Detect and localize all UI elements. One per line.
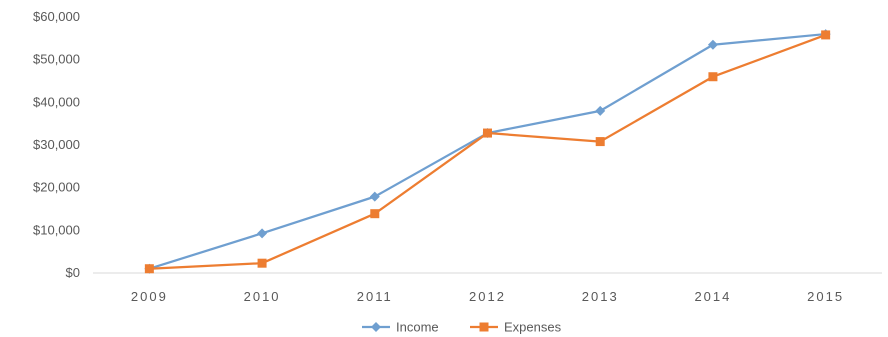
income-point	[707, 39, 718, 50]
expenses-point	[595, 137, 605, 147]
legend-marker	[479, 322, 489, 332]
series-expenses	[144, 30, 831, 274]
x-tick-label: 2012	[469, 289, 506, 304]
income-point	[369, 191, 380, 202]
x-tick-label: 2014	[694, 289, 731, 304]
expenses-point	[821, 30, 831, 40]
y-tick-label: $60,000	[33, 9, 80, 24]
y-tick-label: $0	[66, 265, 80, 280]
expenses-line	[149, 33, 827, 270]
income-point	[257, 228, 268, 239]
chart-legend: Income Expenses	[362, 320, 562, 335]
y-tick-label: $30,000	[33, 137, 80, 152]
income-line	[149, 32, 826, 270]
y-tick-label: $40,000	[33, 94, 80, 109]
x-tick-label: 2015	[807, 289, 844, 304]
y-tick-label: $20,000	[33, 180, 80, 195]
expenses-point	[144, 264, 154, 274]
x-tick-label: 2011	[357, 289, 393, 304]
legend-label: Income	[396, 320, 439, 335]
y-tick-label: $50,000	[33, 52, 80, 67]
x-tick-label: 2010	[244, 289, 281, 304]
expenses-point	[483, 128, 492, 138]
x-axis-ticks: 2009 2010 2011 2012 2013 2014 2015	[131, 289, 844, 304]
chart-series	[144, 29, 831, 274]
legend-item-income: Income	[362, 320, 439, 335]
legend-label: Expenses	[504, 320, 562, 335]
expenses-point	[708, 72, 718, 82]
income-point	[595, 105, 606, 116]
expenses-point	[370, 209, 380, 219]
x-tick-label: 2013	[582, 289, 619, 304]
legend-marker	[371, 322, 381, 332]
legend-item-expenses: Expenses	[470, 320, 562, 335]
expenses-point	[257, 258, 267, 268]
y-axis-ticks: $0 $10,000 $20,000 $30,000 $40,000 $50,000 $60…	[33, 9, 80, 280]
y-tick-label: $10,000	[33, 222, 80, 237]
x-tick-label: 2009	[131, 289, 168, 304]
series-income	[144, 29, 831, 274]
